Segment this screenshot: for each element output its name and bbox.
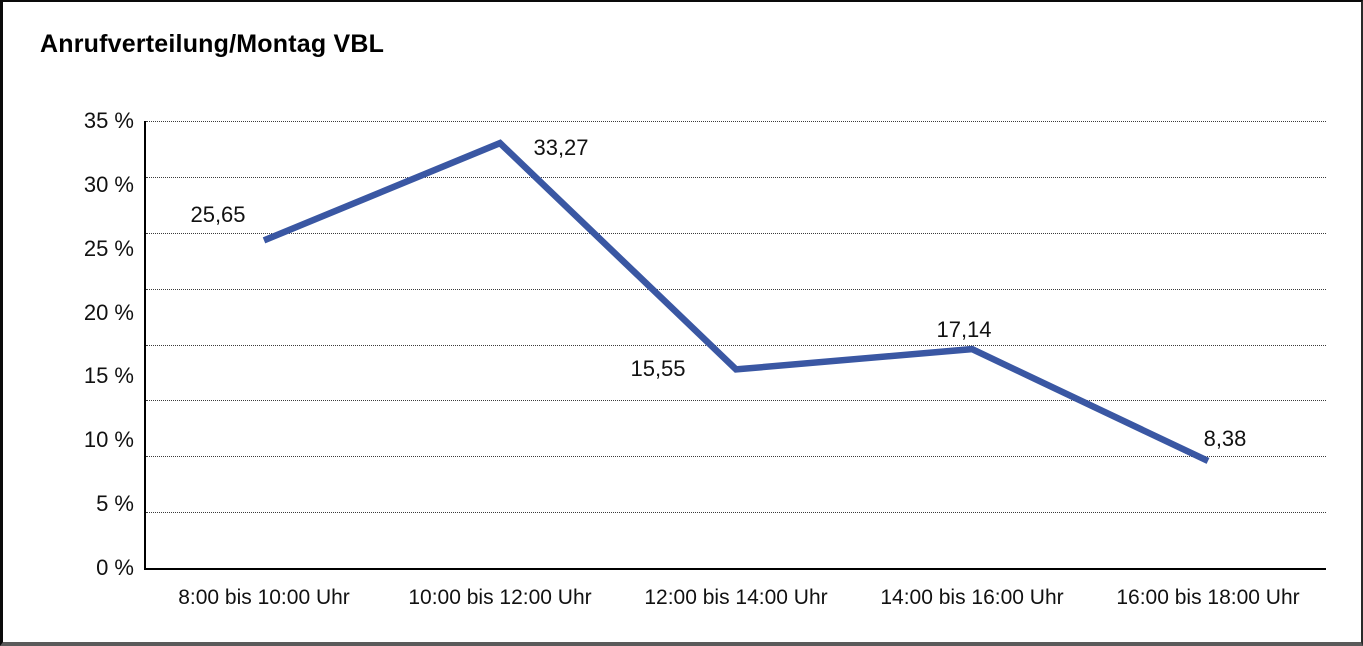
data-line (262, 139, 1210, 464)
y-tick-label: 15 % (83, 363, 134, 389)
gridline (146, 121, 1326, 122)
data-point-label: 17,14 (936, 317, 992, 343)
y-tick-label: 0 % (96, 555, 134, 580)
x-category-label: 8:00 bis 10:00 Uhr (178, 586, 350, 609)
gridline (146, 400, 1326, 402)
y-tick-label: 5 % (96, 491, 134, 517)
x-category-label: 10:00 bis 12:00 Uhr (408, 586, 592, 609)
y-tick-label: 30 % (83, 171, 134, 197)
x-category-label: 12:00 bis 14:00 Uhr (644, 586, 828, 609)
y-tick-label: 35 % (83, 108, 134, 133)
x-category-label: 16:00 bis 18:00 Uhr (1116, 586, 1300, 609)
y-tick-label: 10 % (83, 427, 134, 453)
gridline (146, 288, 1326, 290)
line-series-svg (262, 139, 1210, 464)
data-point-label: 8,38 (1203, 425, 1247, 451)
gridline (146, 456, 1326, 458)
y-tick-label: 25 % (83, 235, 134, 261)
gridline (146, 512, 1326, 514)
y-tick-label: 20 % (83, 299, 134, 325)
data-point-label: 25,65 (190, 202, 246, 228)
gridline (146, 232, 1326, 234)
data-point-label: 33,27 (533, 135, 589, 161)
plot-area: 25,65 33,27 15,55 17,14 8,38 (144, 121, 1326, 570)
gridline (146, 344, 1326, 346)
gridline (146, 176, 1326, 178)
data-point-label: 15,55 (630, 356, 686, 382)
x-category-label: 14:00 bis 16:00 Uhr (880, 586, 1064, 609)
chart-title: Anrufverteilung/Montag VBL (40, 30, 385, 58)
